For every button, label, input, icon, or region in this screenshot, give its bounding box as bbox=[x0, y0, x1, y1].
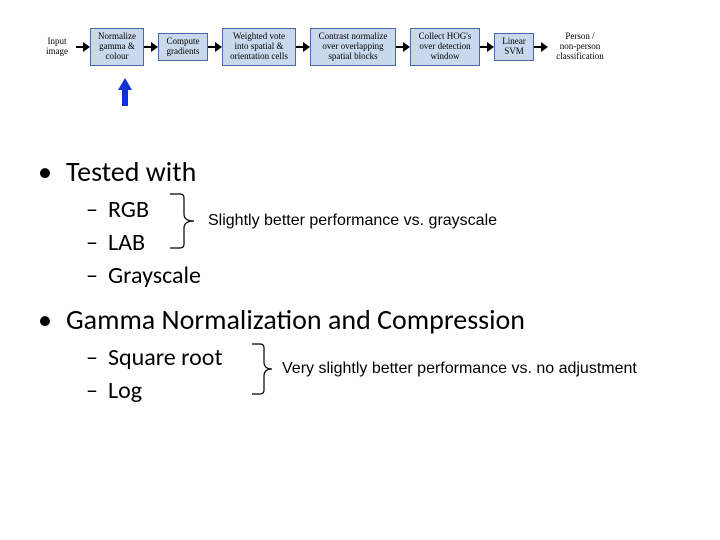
subitem-label: RGB bbox=[108, 195, 149, 224]
dash-icon: – bbox=[86, 261, 108, 290]
bullet-text: Gamma Normalization and Compression bbox=[66, 302, 525, 337]
pipeline-node-3: Weighted vote into spatial & orientation… bbox=[222, 28, 296, 66]
pipeline-node-4: Contrast normalize over overlapping spat… bbox=[310, 28, 396, 66]
pipeline-arrow-icon bbox=[76, 42, 90, 52]
pipeline-arrow-icon bbox=[396, 42, 410, 52]
pipeline-node-7: Person / non-person classification bbox=[548, 29, 612, 65]
hog-pipeline: Input image Normalize gamma & colour Compu… bbox=[38, 28, 692, 66]
bullet-text: Tested with bbox=[66, 154, 196, 189]
pipeline-arrow-icon bbox=[534, 42, 548, 52]
up-arrow-normalize bbox=[118, 78, 132, 106]
pipeline-node-6: Linear SVM bbox=[494, 33, 534, 61]
bullet-dot: • bbox=[38, 154, 66, 189]
dash-icon: – bbox=[86, 228, 108, 257]
bullet-tested-with: • Tested with bbox=[38, 154, 700, 189]
subitem-log: – Log bbox=[86, 376, 700, 405]
dash-icon: – bbox=[86, 343, 108, 372]
bracket-sqrt-log bbox=[250, 342, 276, 396]
pipeline-arrow-icon bbox=[480, 42, 494, 52]
subitem-label: Grayscale bbox=[108, 261, 201, 290]
note-sqrt-log: Very slightly better performance vs. no … bbox=[282, 360, 637, 378]
pipeline-arrow-icon bbox=[144, 42, 158, 52]
note-rgb-lab: Slightly better performance vs. grayscal… bbox=[208, 212, 497, 230]
pipeline-node-1: Normalize gamma & colour bbox=[90, 28, 144, 66]
slide-body: • Tested with – RGB – LAB – Grayscale Sl… bbox=[38, 150, 700, 409]
pipeline-arrow-icon bbox=[208, 42, 222, 52]
bullet-dot: • bbox=[38, 302, 66, 337]
bullet-gamma: • Gamma Normalization and Compression bbox=[38, 302, 700, 337]
dash-icon: – bbox=[86, 376, 108, 405]
subitem-label: LAB bbox=[108, 228, 145, 257]
pipeline-node-2: Compute gradients bbox=[158, 33, 208, 61]
pipeline-arrow-icon bbox=[296, 42, 310, 52]
subitem-label: Log bbox=[108, 376, 142, 405]
dash-icon: – bbox=[86, 195, 108, 224]
pipeline-node-0: Input image bbox=[38, 34, 76, 60]
subitem-grayscale: – Grayscale bbox=[86, 261, 700, 290]
subitem-label: Square root bbox=[108, 343, 223, 372]
bracket-rgb-lab bbox=[168, 192, 198, 250]
pipeline-node-5: Collect HOG's over detection window bbox=[410, 28, 480, 66]
